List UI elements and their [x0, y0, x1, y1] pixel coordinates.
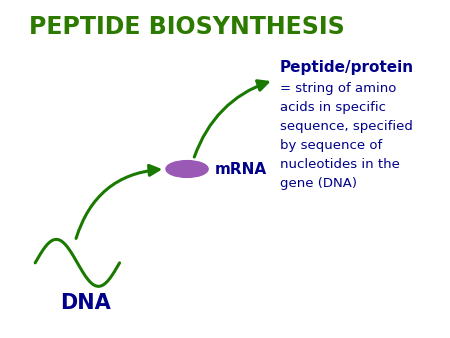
- Text: PEPTIDE BIOSYNTHESIS: PEPTIDE BIOSYNTHESIS: [29, 15, 345, 39]
- Text: = string of amino
acids in specific
sequence, specified
by sequence of
nucleotid: = string of amino acids in specific sequ…: [280, 82, 413, 190]
- Text: mRNA: mRNA: [215, 162, 266, 176]
- Text: DNA: DNA: [60, 293, 111, 313]
- Ellipse shape: [166, 161, 208, 177]
- Text: Peptide/protein: Peptide/protein: [280, 60, 414, 75]
